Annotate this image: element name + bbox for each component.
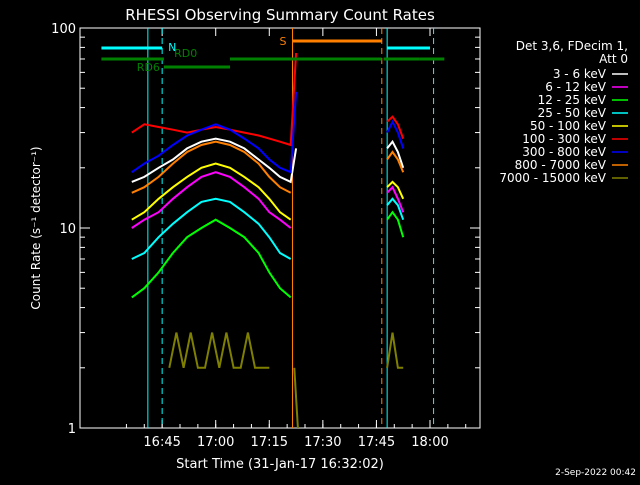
series-line-1 (386, 185, 405, 213)
x-tick-label: 17:45 (358, 435, 395, 450)
y-tick-label: 10 (59, 222, 76, 237)
series-line-2 (386, 210, 405, 238)
plot-area: 16:45 17:00 17:15 17:30 17:45 18:00110100SNRD… (51, 22, 481, 450)
x-tick-label: 18:00 (411, 435, 448, 450)
series-line-4 (386, 180, 405, 200)
x-tick-label: 17:00 (197, 435, 234, 450)
legend-label-8: 7000 - 15000 keV (499, 171, 606, 185)
y-tick-label: 100 (51, 22, 76, 37)
rd6-label: RD6 (137, 61, 160, 74)
x-tick-label: 16:45 (143, 435, 180, 450)
series-line-3 (386, 197, 405, 221)
series-line-7 (131, 140, 292, 194)
series-line-5 (131, 52, 298, 147)
series-line-2 (131, 218, 292, 299)
series-line-5 (386, 115, 405, 139)
footer-date: 2-Sep-2022 00:42 (555, 468, 636, 478)
series-line-8 (168, 332, 270, 369)
series-line-7 (386, 150, 405, 173)
plot-frame (79, 27, 481, 429)
legend-label-7: 800 - 7000 keV (515, 158, 607, 172)
legend-label-2: 12 - 25 keV (538, 93, 607, 107)
y-tick-label: 1 (68, 422, 76, 437)
legend-label-1: 6 - 12 keV (545, 80, 607, 94)
legend-header: Det 3,6, FDecim 1, (516, 39, 628, 53)
saa-label: S (280, 35, 287, 48)
legend-label-4: 50 - 100 keV (530, 119, 607, 133)
legend-label-3: 25 - 50 keV (538, 106, 607, 120)
series-line-1 (131, 171, 292, 229)
legend-header: Att 0 (599, 52, 628, 66)
legend-label-6: 300 - 800 keV (522, 145, 606, 159)
chart-title: RHESSI Observing Summary Count Rates (125, 6, 435, 24)
y-axis-label: Count Rate (s⁻¹ detector⁻¹) (29, 146, 43, 309)
series-line-6 (386, 119, 405, 149)
series-line-6 (131, 91, 298, 174)
x-tick-label: 17:15 (251, 435, 288, 450)
x-axis-label: Start Time (31-Jan-17 16:32:02) (176, 457, 384, 472)
series-line-0 (131, 137, 298, 184)
series-line-0 (386, 139, 405, 169)
legend-label-0: 3 - 6 keV (553, 67, 607, 81)
series-line-4 (131, 162, 292, 221)
rd0-label: RD0 (174, 47, 197, 60)
legend-label-5: 100 - 300 keV (522, 132, 606, 146)
x-tick-label: 17:30 (304, 435, 341, 450)
series-line-8 (386, 332, 404, 369)
series-line-3 (131, 197, 292, 260)
night-label: N (168, 41, 176, 54)
series-line-8 (293, 367, 299, 429)
